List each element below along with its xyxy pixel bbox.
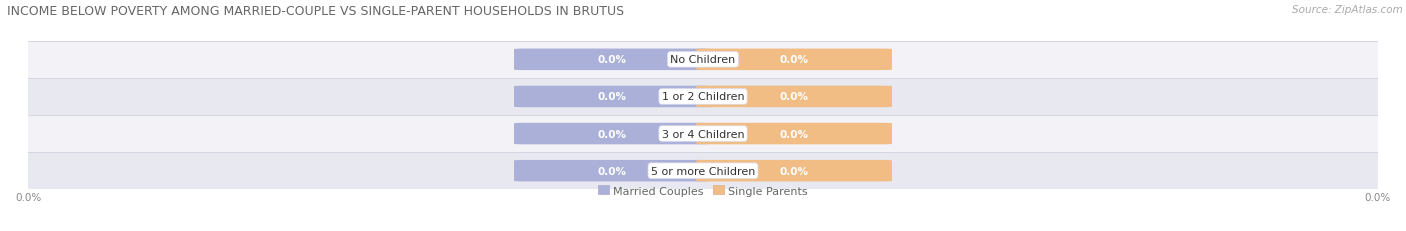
Bar	[28, 152, 1378, 189]
FancyBboxPatch shape	[696, 123, 891, 145]
FancyBboxPatch shape	[696, 86, 891, 108]
Text: INCOME BELOW POVERTY AMONG MARRIED-COUPLE VS SINGLE-PARENT HOUSEHOLDS IN BRUTUS: INCOME BELOW POVERTY AMONG MARRIED-COUPL…	[7, 5, 624, 18]
Text: 0.0%: 0.0%	[779, 55, 808, 65]
FancyBboxPatch shape	[515, 49, 710, 71]
FancyBboxPatch shape	[515, 160, 710, 182]
Text: 0.0%: 0.0%	[598, 92, 627, 102]
Text: No Children: No Children	[671, 55, 735, 65]
Bar	[28, 116, 1378, 152]
Text: 0.0%: 0.0%	[598, 166, 627, 176]
Text: 0.0%: 0.0%	[598, 55, 627, 65]
Legend: Married Couples, Single Parents: Married Couples, Single Parents	[598, 185, 808, 196]
Bar	[28, 42, 1378, 79]
Text: 5 or more Children: 5 or more Children	[651, 166, 755, 176]
FancyBboxPatch shape	[515, 86, 710, 108]
Text: 0.0%: 0.0%	[779, 166, 808, 176]
Text: 3 or 4 Children: 3 or 4 Children	[662, 129, 744, 139]
Text: 1 or 2 Children: 1 or 2 Children	[662, 92, 744, 102]
FancyBboxPatch shape	[696, 160, 891, 182]
Text: 0.0%: 0.0%	[779, 92, 808, 102]
FancyBboxPatch shape	[515, 123, 710, 145]
Text: Source: ZipAtlas.com: Source: ZipAtlas.com	[1292, 5, 1403, 15]
Bar	[28, 79, 1378, 116]
FancyBboxPatch shape	[696, 49, 891, 71]
Text: 0.0%: 0.0%	[598, 129, 627, 139]
Text: 0.0%: 0.0%	[779, 129, 808, 139]
